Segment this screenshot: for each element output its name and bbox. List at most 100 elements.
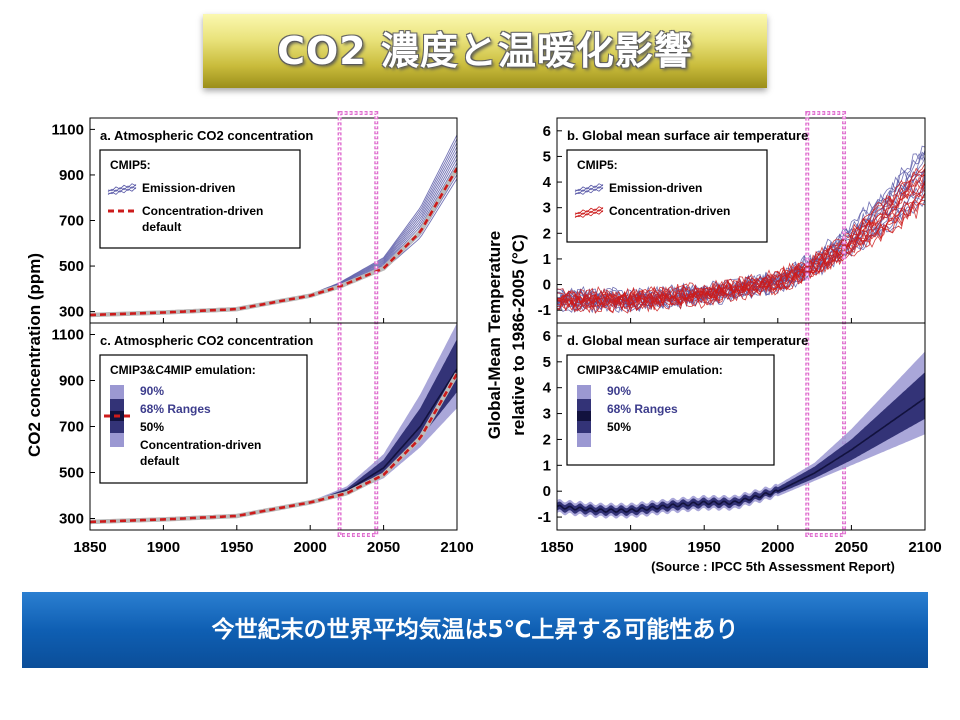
message-banner: 今世紀末の世界平均気温は5℃上昇する可能性あり (22, 592, 928, 668)
legend-title-c: CMIP3&C4MIP emulation: (110, 363, 256, 377)
legend-swatch-b-1-3 (574, 210, 604, 218)
legend-label-a-0-0: Emission-driven (142, 181, 235, 195)
legend-swatch-b-1-2 (574, 209, 604, 218)
y-tick-label-a-0: 300 (59, 304, 84, 321)
y-tick-label-d-5: 4 (543, 380, 552, 397)
y-tick-label-d-0: -1 (538, 509, 551, 526)
y-tick-label-d-3: 2 (543, 431, 551, 448)
legend-title-d: CMIP3&C4MIP emulation: (577, 363, 723, 377)
y-tick-label-c-3: 900 (59, 373, 84, 390)
y-tick-label-c-2: 700 (59, 419, 84, 436)
legend-label-d-0: 90% (607, 384, 631, 398)
y-tick-label-b-2: 1 (543, 251, 551, 268)
legend-title-a: CMIP5: (110, 158, 151, 172)
highlight-inner-a (338, 112, 377, 536)
panel-a-co2-cmip5: 300 500 700 900 1100 a. Atmospheric CO2 conce… (51, 111, 458, 537)
legend-title-b: CMIP5: (577, 158, 618, 172)
panel-c-co2-emulation: 300 500 700 900 1100 1850 1900 1950 2000 2050 2100… (51, 322, 474, 556)
y-tick-label-b-6: 5 (543, 148, 551, 165)
legend-label-b-0-0: Emission-driven (609, 181, 702, 195)
right-y-axis-label-line2: relative to 1986-2005 (°C) (509, 234, 528, 435)
y-tick-label-c-0: 300 (59, 511, 84, 528)
x-tick-label-c-2: 1950 (220, 539, 253, 556)
legend-label-b-1-0: Concentration-driven (609, 204, 730, 218)
plot-area-b (557, 145, 925, 314)
legend-label-c-4: default (140, 454, 179, 468)
legend-swatch-b-0-2 (574, 186, 604, 195)
series-line-b-1-13 (557, 163, 925, 302)
band-90-d (557, 351, 925, 519)
legend-box-b (566, 149, 768, 243)
x-tick-label-d-5: 2100 (908, 539, 941, 556)
x-tick-label-d-0: 1850 (540, 539, 573, 556)
panel-frame-d (556, 322, 926, 531)
y-tick-label-a-3: 900 (59, 167, 84, 184)
x-tick-label-d-1: 1900 (614, 539, 647, 556)
series-line-b-1-5 (557, 184, 925, 309)
legend-box-c (99, 354, 308, 484)
panel-d-temperature-emulation: -1 0 1 2 3 4 5 6 1850 1900 1950 2000 2050 2100 d. Glob… (538, 322, 942, 556)
legend-swatch-b-1-0 (574, 206, 604, 215)
band-68-d (557, 372, 925, 516)
legend-label-d-2: 50% (607, 420, 631, 434)
legend-label-c-2: 50% (140, 420, 164, 434)
x-tick-label-d-2: 1950 (688, 539, 721, 556)
panel-title-a: a. Atmospheric CO2 concentration (100, 128, 313, 143)
highlight-inner-b (806, 112, 845, 536)
y-tick-label-b-4: 3 (543, 200, 551, 217)
series-line-b-1-10 (557, 167, 925, 304)
y-tick-label-d-2: 1 (543, 457, 551, 474)
x-tick-label-d-3: 2000 (761, 539, 794, 556)
legend-swatch-a-0-2 (107, 186, 137, 195)
plot-area-d (557, 351, 925, 519)
y-tick-label-d-4: 3 (543, 406, 551, 423)
legend-swatch-b-0-0 (574, 183, 604, 192)
plot-area-a (90, 134, 457, 318)
series-line-b-0-9 (557, 157, 925, 306)
y-tick-label-b-1: 0 (543, 277, 551, 294)
legend-label-a-1-0: Concentration-driven (142, 204, 263, 218)
legend-label-c-3: Concentration-driven (140, 438, 261, 452)
panel-title-d: d. Global mean surface air temperature (567, 333, 808, 348)
legend-swatch-a-0-0 (107, 183, 137, 192)
banner-message: 今世紀末の世界平均気温は5℃上昇する可能性あり (211, 617, 739, 643)
legend-label-c-0: 90% (140, 384, 164, 398)
y-tick-label-b-0: -1 (538, 302, 551, 319)
median-line-d (557, 397, 925, 513)
legend-label-d-1: 68% Ranges (607, 402, 678, 416)
x-tick-label-d-4: 2050 (835, 539, 868, 556)
panel-title-b: b. Global mean surface air temperature (567, 128, 808, 143)
y-tick-label-d-6: 5 (543, 354, 551, 371)
y-tick-label-c-1: 500 (59, 465, 84, 482)
slide-title: CO2 濃度と温暖化影響 (277, 29, 693, 73)
plot-area-c (90, 323, 457, 525)
band-90-c (90, 323, 457, 522)
legend-label-a-1-1: default (142, 220, 181, 234)
band-68-c (90, 339, 457, 522)
y-tick-label-c-4: 1100 (51, 327, 84, 344)
panel-b-temperature-cmip5: -1 0 1 2 3 4 5 6 b. Global mean surface air temp… (538, 111, 926, 537)
x-tick-label-c-4: 2050 (367, 539, 400, 556)
y-tick-label-b-3: 2 (543, 225, 551, 242)
legend-box-d (566, 354, 775, 466)
source-note: (Source : IPCC 5th Assessment Report) (651, 559, 895, 574)
x-tick-label-c-0: 1850 (73, 539, 106, 556)
legend-swatch-a-0-3 (107, 187, 137, 195)
x-tick-label-c-5: 2100 (440, 539, 473, 556)
series-line-b-1-9 (557, 174, 925, 306)
y-tick-label-a-4: 1100 (51, 121, 84, 138)
y-tick-label-a-1: 500 (59, 258, 84, 275)
title-banner: CO2 濃度と温暖化影響 (203, 14, 767, 88)
concentration-default-line-c (90, 372, 457, 524)
y-tick-label-d-1: 0 (543, 483, 551, 500)
y-tick-label-b-7: 6 (543, 123, 551, 140)
right-y-axis-label-line1: Global-Mean Temperature (485, 231, 504, 439)
legend-label-c-1: 68% Ranges (140, 402, 211, 416)
legend-box-a (99, 149, 301, 249)
y-tick-label-d-7: 6 (543, 328, 551, 345)
x-tick-label-c-3: 2000 (294, 539, 327, 556)
concentration-default-line-a (90, 167, 457, 317)
y-tick-label-a-2: 700 (59, 213, 84, 230)
panel-title-c: c. Atmospheric CO2 concentration (100, 333, 313, 348)
y-tick-label-b-5: 4 (543, 174, 552, 191)
